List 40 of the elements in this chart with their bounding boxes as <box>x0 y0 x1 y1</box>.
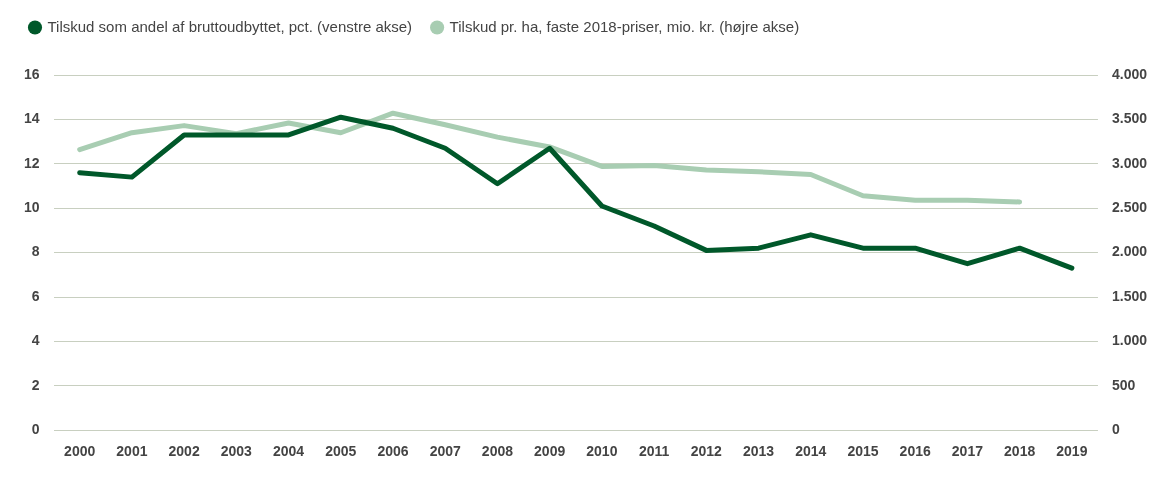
x-tick-label: 2004 <box>272 443 305 460</box>
x-tick-label: 2005 <box>325 443 357 460</box>
y-tick-label: 10 <box>23 199 40 216</box>
y2-tick-label: 1.000 <box>1111 332 1148 349</box>
y2-tick-label: 2.500 <box>1111 199 1148 216</box>
x-tick-label: 2002 <box>168 443 200 460</box>
y2-tick-label: 3.000 <box>1111 154 1148 171</box>
x-tick-label: 2013 <box>742 443 775 460</box>
legend-label: Tilskud som andel af bruttoudbyttet, pct. (venstre akse) <box>47 17 413 35</box>
y-tick-label: 0 <box>31 421 40 438</box>
y2-tick-label: 2.000 <box>1111 243 1148 260</box>
x-tick-label: 2000 <box>64 443 96 460</box>
x-tick-label: 2006 <box>377 443 409 460</box>
y-tick-label: 6 <box>31 287 40 304</box>
x-tick-label: 2012 <box>690 443 723 460</box>
y2-tick-label: 500 <box>1111 376 1136 393</box>
y2-tick-label: 4.000 <box>1111 65 1148 82</box>
y-tick-label: 12 <box>23 154 40 171</box>
y2-tick-label: 1.500 <box>1111 287 1148 304</box>
legend-label: Tilskud pr. ha, faste 2018-priser, mio. kr. (højre akse) <box>449 17 800 35</box>
x-tick-label: 2019 <box>1056 443 1088 460</box>
x-tick-label: 2018 <box>1004 443 1036 460</box>
x-tick-label: 2016 <box>899 443 931 460</box>
y2-tick-label: 0 <box>1111 421 1120 438</box>
y-tick-label: 8 <box>31 243 40 260</box>
x-tick-label: 2015 <box>847 443 879 460</box>
y-tick-label: 16 <box>23 65 40 82</box>
x-tick-label: 2010 <box>586 443 618 460</box>
y-tick-label: 2 <box>31 376 40 393</box>
x-tick-label: 2017 <box>951 443 984 460</box>
y-tick-label: 4 <box>31 332 40 349</box>
x-tick-label: 2007 <box>429 443 461 460</box>
x-tick-label: 2011 <box>638 443 670 460</box>
x-tick-label: 2001 <box>116 443 148 460</box>
x-tick-label: 2014 <box>795 443 827 460</box>
y2-tick-label: 3.500 <box>1111 110 1148 127</box>
x-tick-label: 2008 <box>481 443 514 460</box>
y-tick-label: 14 <box>23 110 40 127</box>
x-tick-label: 2003 <box>220 443 253 460</box>
x-tick-label: 2009 <box>534 443 566 460</box>
